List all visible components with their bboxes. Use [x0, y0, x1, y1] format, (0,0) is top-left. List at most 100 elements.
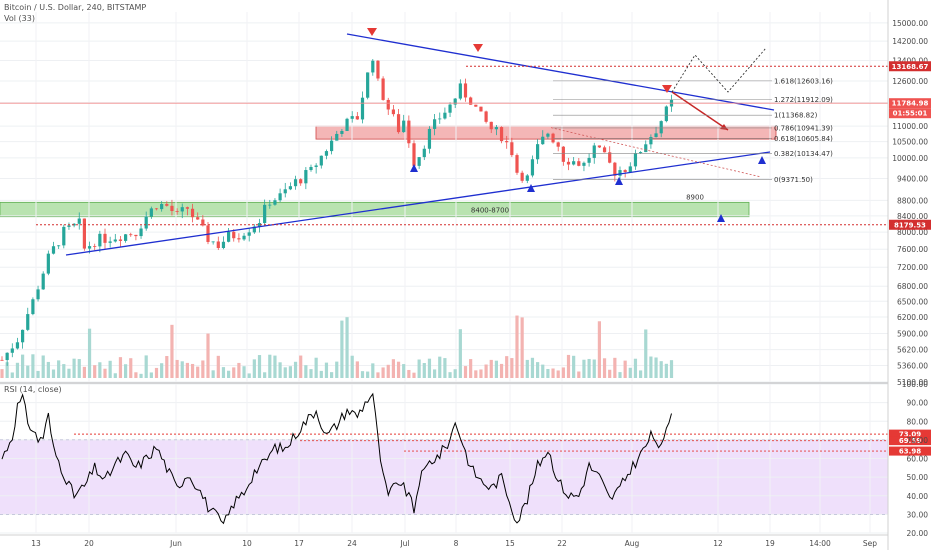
volume-bar [628, 367, 632, 378]
time-tick-label: 22 [557, 539, 567, 548]
candle-body [525, 175, 529, 181]
volume-bar [216, 355, 220, 378]
target-label: 8900 [686, 194, 704, 202]
volume-bar [41, 355, 45, 378]
candle-body [227, 231, 231, 242]
volume-bar [412, 372, 416, 378]
candle-body [623, 170, 627, 172]
candle-body [5, 352, 9, 361]
candle-body [139, 228, 143, 237]
volume-bar [350, 355, 354, 378]
volume-bar [129, 358, 133, 378]
volume-bar [340, 320, 344, 378]
pivot-low-marker [527, 184, 535, 192]
volume-bars [0, 315, 674, 378]
volume-bar [530, 357, 535, 378]
candle-body [314, 165, 318, 167]
rsi-level-bg [889, 446, 931, 456]
volume-bar [283, 367, 287, 378]
candle-body [474, 104, 478, 107]
candle-body [113, 239, 117, 242]
rsi-tick-label: 60.00 [907, 455, 929, 464]
bullish-path [671, 47, 767, 93]
candle-body [489, 121, 493, 130]
volume-bar [525, 359, 529, 378]
candle-body [402, 120, 406, 133]
volume-bar [381, 367, 385, 378]
candle-body [510, 142, 514, 156]
time-tick-label: 8 [454, 539, 459, 548]
candle-body [597, 145, 601, 148]
volume-bar [139, 373, 143, 378]
candle-body [304, 170, 308, 184]
candle-body [546, 133, 550, 137]
price-tick-label: 13400.00 [892, 56, 928, 65]
time-tick-label: 19 [765, 539, 775, 548]
volume-bar [82, 366, 86, 378]
volume-bar [196, 366, 200, 378]
candle-body [505, 141, 509, 143]
rsi-tick-label: 20.00 [907, 529, 929, 538]
volume-bar [664, 363, 668, 378]
candle-body [160, 204, 164, 210]
price-tick-label: 5360.00 [897, 361, 928, 370]
volume-bar [67, 368, 71, 378]
price-tick-label: 7600.00 [897, 245, 928, 254]
time-tick-label: 14:00 [809, 539, 831, 548]
pivot-high-marker [662, 85, 672, 93]
volume-bar [62, 364, 66, 378]
volume-bar [541, 364, 545, 378]
volume-bar [232, 367, 236, 378]
candle-body [582, 162, 586, 166]
price-tick-label: 15000.00 [892, 19, 928, 28]
fib-label: 0.382(10134.47) [774, 150, 833, 158]
volume-bar [77, 359, 81, 378]
volume-bar [458, 329, 462, 378]
volume-bar [154, 367, 159, 378]
volume-bar [201, 360, 205, 378]
pivot-markers: 8900 [367, 28, 766, 222]
volume-bar [21, 354, 25, 378]
rsi-line [1, 392, 672, 525]
candle-body [252, 226, 256, 233]
volume-bar [510, 358, 514, 378]
candle-body [592, 145, 596, 158]
candle-body [319, 155, 323, 166]
volume-bar [247, 373, 251, 378]
candle-body [649, 137, 653, 145]
volume-bar [402, 364, 406, 378]
candle-body [376, 60, 380, 79]
volume-bar [118, 357, 123, 378]
rsi-level-bg [889, 429, 931, 439]
volume-bar [211, 370, 215, 378]
volume-bar [330, 372, 334, 378]
candle-body [366, 72, 370, 98]
volume-bar [134, 372, 138, 378]
volume-bar [355, 361, 359, 378]
volume-bar [505, 356, 509, 378]
pivot-high-marker [367, 28, 377, 36]
candle-body [72, 223, 76, 226]
volume-bar [613, 357, 617, 378]
volume-bar [422, 363, 426, 378]
candle-body [288, 186, 292, 190]
time-tick-label: 10 [242, 539, 252, 548]
candle-body [77, 218, 81, 224]
time-tick-label: 17 [294, 539, 304, 548]
volume-bar [46, 361, 50, 378]
volume-bar [180, 361, 184, 378]
candle-body [21, 329, 25, 343]
volume-label: Vol (33) [4, 14, 35, 23]
rsi-label: RSI (14, close) [4, 385, 62, 394]
volume-bar [242, 366, 246, 378]
candle-body [381, 78, 385, 100]
candle-body [664, 106, 668, 122]
candle-body [185, 207, 189, 209]
symbol-title: Bitcoin / U.S. Dollar, 240, BITSTAMP [4, 3, 147, 12]
candle-body [422, 148, 426, 158]
candle-body [87, 246, 92, 249]
candle-body [201, 219, 205, 226]
volume-bar [649, 356, 653, 378]
volume-bar [324, 362, 329, 378]
candle-body [520, 172, 524, 181]
